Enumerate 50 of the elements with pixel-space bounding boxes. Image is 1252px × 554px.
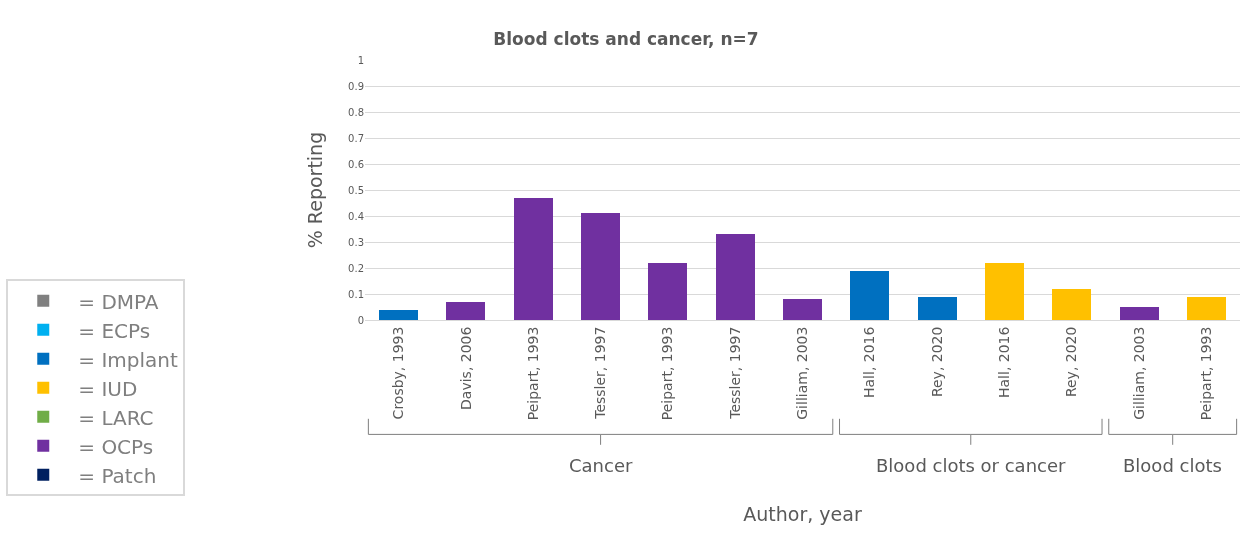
text: Cancer (569, 455, 633, 476)
y-axis-title: % Reporting (303, 131, 326, 249)
x-tick-label: Gilliam, 2003 (1130, 326, 1147, 420)
legend-label: = Implant (78, 347, 178, 372)
y-tick-label: 0.1 (348, 288, 364, 300)
x-tick-label: Peipart, 1993 (1197, 326, 1214, 421)
x-tick-label: Tessler, 1997 (726, 326, 743, 420)
bar (782, 299, 823, 320)
y-tick-label: 0.3 (348, 236, 364, 248)
y-tick-label: 0.9 (348, 80, 364, 92)
bar (1119, 307, 1159, 320)
bar (581, 213, 621, 320)
x-tick-label: Gilliam, 2003 (794, 326, 811, 420)
y-tick-label: 0.2 (348, 262, 364, 274)
legend-label: = IUD (78, 376, 138, 401)
y-tick-label: 1 (357, 54, 364, 66)
x-tick-label: Davis, 2006 (457, 326, 474, 410)
x-tick-label: Rey, 2020 (928, 326, 945, 398)
y-tick-label: 0.4 (348, 210, 364, 222)
y-tick-label: 0 (357, 314, 364, 326)
bar (446, 301, 486, 320)
x-tick-label: Peipart, 1993 (659, 326, 676, 421)
legend-label: = LARC (78, 405, 154, 430)
bar (1186, 296, 1226, 320)
chart-title: Blood clots and cancer, n=7 (493, 28, 759, 49)
legend-label: = OCPs (78, 434, 154, 459)
y-tick-label: 0.7 (348, 132, 364, 144)
text: Blood clots or cancer (876, 455, 1067, 476)
x-axis-title: Author, year (743, 503, 862, 526)
bar (513, 197, 553, 320)
x-tick-label: Hall, 2016 (861, 326, 878, 399)
bar (379, 309, 419, 320)
bar (917, 296, 957, 320)
y-tick-label: 0.5 (348, 184, 364, 196)
bar (850, 270, 890, 320)
text: Blood clots (1123, 455, 1222, 476)
x-tick-label: Peipart, 1993 (524, 326, 541, 421)
bar (648, 262, 688, 320)
x-tick-label: Crosby, 1993 (390, 326, 407, 420)
x-tick-label: Hall, 2016 (995, 326, 1012, 399)
legend-label: = Patch (78, 463, 157, 488)
bar (1052, 288, 1092, 320)
legend-label: = DMPA (78, 289, 159, 314)
y-tick-label: 0.6 (348, 158, 364, 170)
bar (715, 234, 755, 320)
legend-label: = ECPs (78, 318, 151, 343)
x-tick-label: Tessler, 1997 (592, 326, 609, 420)
x-tick-label: Rey, 2020 (1063, 326, 1080, 398)
y-tick-label: 0.8 (348, 106, 364, 118)
bar (984, 262, 1024, 320)
